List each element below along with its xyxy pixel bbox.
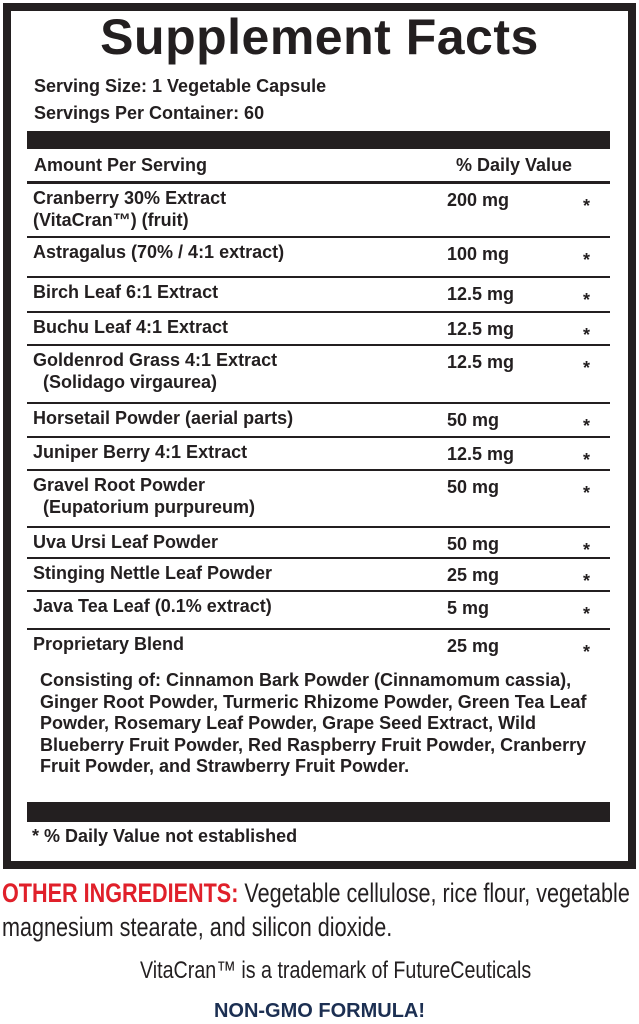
ingredient-amount: 12.5 mg [447,319,515,339]
footnote: * % Daily Value not established [32,826,298,846]
daily-value-asterisk: * [583,450,591,470]
ingredient-name: Java Tea Leaf (0.1% extract) [33,596,272,616]
ingredient-row: Uva Ursi Leaf Powder 50 mg * [27,528,610,560]
daily-value-asterisk: * [583,196,591,216]
daily-value-asterisk: * [583,483,591,503]
other-ingredients-text: Vegetable cellulose, rice flour, vegetab… [2,878,630,942]
trademark-note: VitaCran™ is a trademark of FutureCeutic… [140,957,532,984]
daily-value-asterisk: * [583,290,591,310]
ingredient-name: Stinging Nettle Leaf Powder [33,563,273,583]
ingredient-name: Proprietary Blend [33,634,185,654]
blend-consisting: Consisting of: Cinnamon Bark Powder (Cin… [40,670,587,776]
ingredient-amount: 12.5 mg [447,284,515,304]
daily-value-asterisk: * [583,358,591,378]
ingredient-name: Goldenrod Grass 4:1 Extract (Solidago vi… [33,350,278,392]
amount-header: Amount Per Serving [34,155,208,175]
ingredient-amount: 12.5 mg [447,444,515,464]
daily-value-asterisk: * [583,325,591,345]
non-gmo-badge: NON-GMO FORMULA! [213,1000,426,1022]
ingredient-amount: 12.5 mg [447,352,515,372]
ingredient-name: Juniper Berry 4:1 Extract [33,442,248,462]
servings-per-container: Servings Per Container: 60 [34,103,265,123]
ingredient-row: Cranberry 30% Extract (VitaCran™) (fruit… [27,184,610,238]
ingredient-amount: 5 mg [447,598,490,618]
ingredient-amount: 50 mg [447,477,500,497]
daily-value-asterisk: * [583,250,591,270]
daily-value-asterisk: * [583,642,591,662]
thick-divider [27,802,610,822]
daily-value-asterisk: * [583,604,591,624]
thick-divider [27,131,610,149]
ingredient-name: Buchu Leaf 4:1 Extract [33,317,229,337]
ingredient-row: Horsetail Powder (aerial parts) 50 mg * [27,404,610,438]
ingredient-amount: 50 mg [447,534,500,554]
ingredient-row: Goldenrod Grass 4:1 Extract (Solidago vi… [27,346,610,404]
page-title: Supplement Facts [100,9,539,65]
ingredient-name: Uva Ursi Leaf Powder [33,532,219,552]
ingredient-amount: 25 mg [447,565,500,585]
daily-value-asterisk: * [583,571,591,591]
ingredient-name: Gravel Root Powder (Eupatorium purpureum… [33,475,255,517]
ingredient-row: Proprietary Blend 25 mg * [27,630,610,666]
ingredient-amount: 100 mg [447,244,510,264]
ingredient-row: Stinging Nettle Leaf Powder 25 mg * [27,559,610,592]
ingredient-name: Astragalus (70% / 4:1 extract) [33,242,285,262]
ingredient-name: Birch Leaf 6:1 Extract [33,282,219,302]
other-ingredients-label: OTHER INGREDIENTS: [2,878,239,908]
ingredient-row: Astragalus (70% / 4:1 extract) 100 mg * [27,238,610,278]
daily-value-asterisk: * [583,416,591,436]
ingredient-row: Java Tea Leaf (0.1% extract) 5 mg * [27,592,610,630]
ingredient-name: Horsetail Powder (aerial parts) [33,408,294,428]
supplement-facts-panel [3,3,636,869]
header-divider [27,181,610,184]
daily-value-asterisk: * [583,540,591,560]
ingredient-row: Gravel Root Powder (Eupatorium purpureum… [27,471,610,528]
other-ingredients: OTHER INGREDIENTS: Vegetable cellulose, … [2,876,634,944]
ingredient-row: Juniper Berry 4:1 Extract 12.5 mg * [27,438,610,471]
ingredient-amount: 200 mg [447,190,510,210]
serving-size: Serving Size: 1 Vegetable Capsule [34,76,327,96]
ingredient-amount: 25 mg [447,636,500,656]
ingredient-row: Buchu Leaf 4:1 Extract 12.5 mg * [27,313,610,346]
ingredient-row: Birch Leaf 6:1 Extract 12.5 mg * [27,278,610,313]
ingredient-amount: 50 mg [447,410,500,430]
daily-value-header: % Daily Value [456,155,573,175]
ingredient-name: Cranberry 30% Extract (VitaCran™) (fruit… [33,188,227,230]
